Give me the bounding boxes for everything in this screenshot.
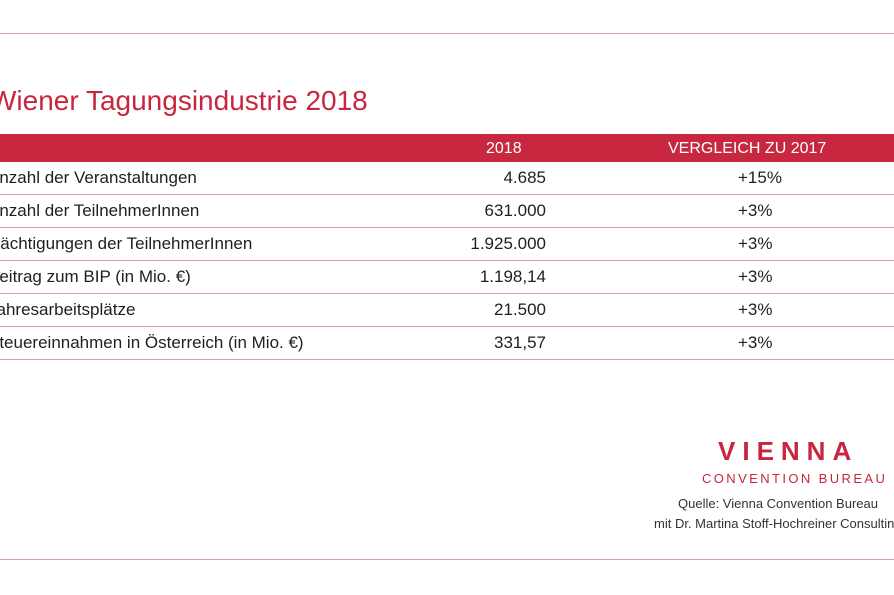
top-divider	[0, 33, 894, 34]
row-change: +3%	[738, 201, 773, 220]
row-label: Anzahl der TeilnehmerInnen	[0, 201, 200, 220]
table-row: Jahresarbeitsplätze 21.500 +3%	[0, 294, 894, 327]
row-change: +15%	[738, 168, 782, 187]
row-change: +3%	[738, 267, 773, 286]
row-label: Beitrag zum BIP (in Mio. €)	[0, 267, 191, 286]
header-compare: VERGLEICH ZU 2017	[668, 140, 827, 157]
row-label: Steuereinnahmen in Österreich (in Mio. €…	[0, 333, 304, 352]
table-row: Anzahl der Veranstaltungen 4.685 +15%	[0, 162, 894, 195]
source-line-2: mit Dr. Martina Stoff-Hochreiner Consult…	[654, 516, 894, 531]
row-label: Jahresarbeitsplätze	[0, 300, 136, 319]
row-change: +3%	[738, 333, 773, 352]
table-row: Beitrag zum BIP (in Mio. €) 1.198,14 +3%	[0, 261, 894, 294]
row-value: 331,57	[494, 333, 546, 352]
table-header: 2018 VERGLEICH ZU 2017	[0, 134, 894, 162]
row-value: 631.000	[484, 201, 546, 220]
row-label: Anzahl der Veranstaltungen	[0, 168, 197, 187]
page-title: Wiener Tagungsindustrie 2018	[0, 85, 368, 116]
header-year: 2018	[486, 140, 522, 157]
logo-subtitle: CONVENTION BUREAU	[702, 471, 888, 486]
row-change: +3%	[738, 300, 773, 319]
row-change: +3%	[738, 234, 773, 253]
table-row: Steuereinnahmen in Österreich (in Mio. €…	[0, 327, 894, 360]
statistics-table: 2018 VERGLEICH ZU 2017 Anzahl der Verans…	[0, 134, 894, 360]
row-value: 1.925.000	[470, 234, 546, 253]
source-line-1: Quelle: Vienna Convention Bureau	[678, 496, 878, 511]
bottom-divider	[0, 559, 894, 560]
logo-wordmark: VIENNA	[718, 436, 859, 466]
row-value: 21.500	[494, 300, 546, 319]
table-row: Nächtigungen der TeilnehmerInnen 1.925.0…	[0, 228, 894, 261]
row-value: 1.198,14	[479, 267, 546, 286]
vienna-convention-bureau-logo: VIENNA CONVENTION BUREAU	[700, 436, 894, 488]
row-label: Nächtigungen der TeilnehmerInnen	[0, 234, 253, 253]
row-value: 4.685	[503, 168, 546, 187]
table-row: Anzahl der TeilnehmerInnen 631.000 +3%	[0, 195, 894, 228]
